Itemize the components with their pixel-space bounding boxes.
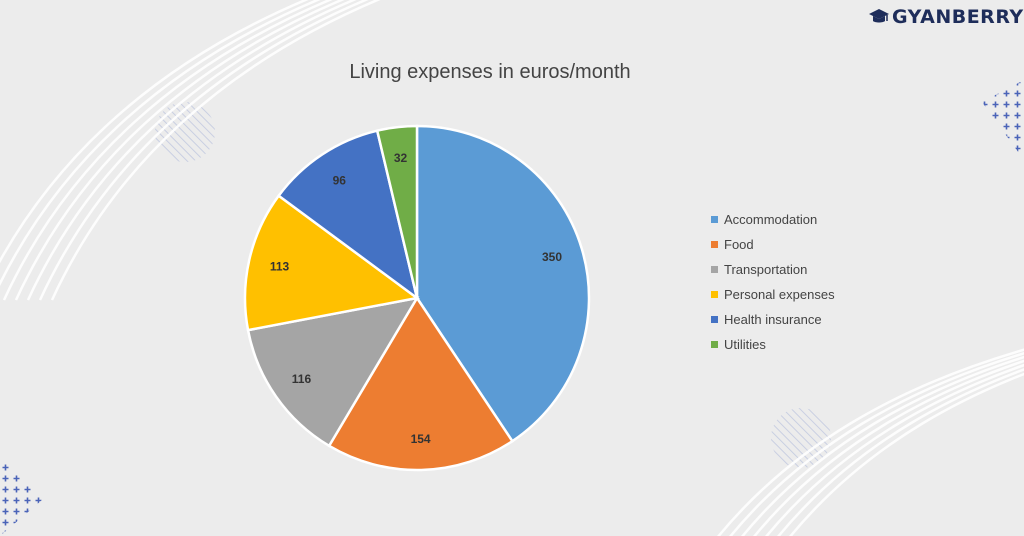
pie-slice-utilities (375, 124, 419, 299)
hatched-circle-decor (155, 102, 215, 162)
legend-item: Health insurance (711, 312, 822, 327)
brand-logo: GYANBERRY (868, 6, 1024, 28)
data-label: 113 (270, 260, 290, 274)
legend-label: Food (724, 237, 754, 252)
legend-item: Food (711, 237, 754, 252)
hatched-circle-decor (771, 408, 831, 468)
legend-item: Accommodation (711, 212, 817, 227)
data-label: 96 (333, 173, 347, 187)
legend-swatch (711, 266, 718, 273)
data-label: 116 (292, 372, 312, 386)
graduation-cap-icon (869, 9, 889, 23)
brand-name: GYANBERRY (892, 6, 1024, 28)
chart-legend: Accommodation Food Transportation Personal … (711, 212, 835, 352)
legend-label: Accommodation (724, 212, 817, 227)
pie-slices (243, 124, 591, 472)
pie-data-labels: 350 154 116 113 96 32 (270, 151, 563, 446)
legend-swatch (711, 216, 718, 223)
legend-item: Utilities (711, 337, 766, 352)
legend-label: Transportation (724, 262, 807, 277)
data-label: 32 (394, 151, 408, 165)
pie-slice-health-insurance (276, 129, 420, 302)
legend-swatch (711, 341, 718, 348)
chart-title: Living expenses in euros/month (349, 61, 630, 83)
legend-item: Personal expenses (711, 287, 835, 302)
legend-item: Transportation (711, 262, 807, 277)
pie-slice-transportation (246, 296, 420, 448)
plus-pattern-decor (982, 80, 1024, 160)
data-label: 154 (411, 432, 431, 446)
pie-slice-food (327, 295, 515, 472)
legend-label: Utilities (724, 337, 766, 352)
pie-slice-personal-expenses (243, 193, 421, 332)
data-label: 350 (542, 250, 562, 264)
legend-label: Health insurance (724, 312, 822, 327)
legend-swatch (711, 241, 718, 248)
legend-swatch (711, 316, 718, 323)
legend-label: Personal expenses (724, 287, 835, 302)
legend-swatch (711, 291, 718, 298)
plus-pattern-decor (0, 458, 42, 536)
